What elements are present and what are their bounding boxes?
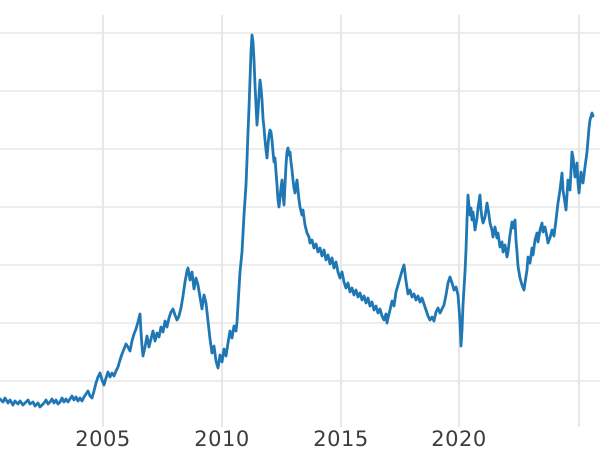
- x-axis-tick-label-2020: 2020: [431, 427, 487, 450]
- x-axis-tick-label-2015: 2015: [313, 427, 369, 450]
- x-axis-tick-label-2010: 2010: [194, 427, 250, 450]
- x-axis-tick-label-2005: 2005: [75, 427, 131, 450]
